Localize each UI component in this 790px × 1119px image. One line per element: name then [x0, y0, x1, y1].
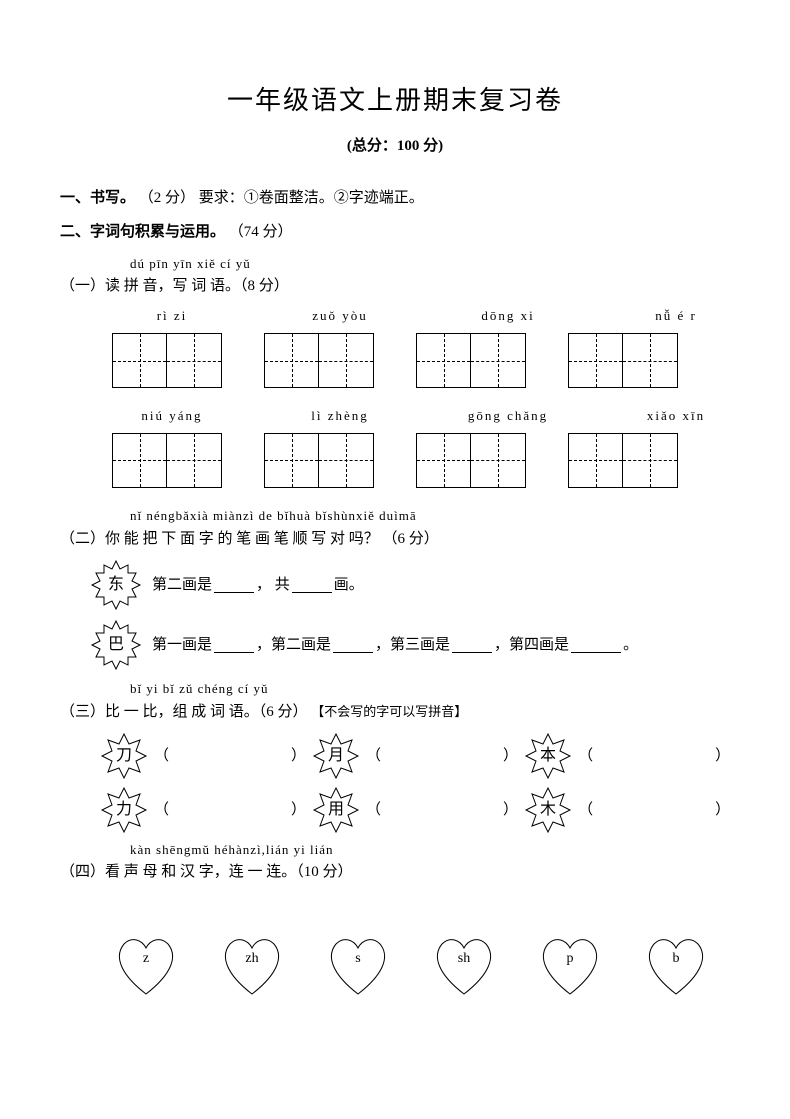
q3-text: （三）比 一 比，组 成 词 语。（6 分） 【不会写的字可以写拼音】 [60, 700, 730, 724]
q1-pinyin-row2: niú yáng lì zhèng gōng chǎng xiǎo xīn [112, 406, 730, 427]
page-title: 一年级语文上册期末复习卷 [60, 80, 730, 122]
tian-pair[interactable] [112, 333, 222, 388]
tian-pair[interactable] [416, 333, 526, 388]
star-badge: 本 [524, 732, 572, 780]
q1-r1-4: nǚ é r [616, 306, 736, 327]
heart-badge[interactable]: zh [216, 934, 288, 998]
blank-input[interactable] [214, 637, 254, 653]
s1-points: （2 分） [139, 190, 195, 206]
q1-r1-3: dōng xi [448, 306, 568, 327]
q3-r1-c3: 本 [540, 743, 556, 769]
paren-r: ） [503, 798, 518, 822]
paren-l: （ [578, 798, 593, 822]
q1-grid-row2 [112, 433, 730, 488]
star-badge: 月 [312, 732, 360, 780]
star-badge: 力 [100, 786, 148, 834]
q3-note: 【不会写的字可以写拼音】 [311, 704, 467, 719]
q3-pinyin: bǐ yi bǐ zǔ chéng cí yǔ [130, 679, 730, 700]
tian-pair[interactable] [416, 433, 526, 488]
star-badge: 用 [312, 786, 360, 834]
q3-r1-c2: 月 [328, 743, 344, 769]
q1-grid-row1 [112, 333, 730, 388]
q2-i2-t4: ，第四画是 [494, 633, 569, 657]
section-1-head: 一、书写。 （2 分） 要求：①卷面整洁。②字迹端正。 [60, 186, 730, 210]
q3-row1: 刀 （ ） 月 （ ） 本 （ ） [100, 732, 730, 780]
q2-pinyin: nǐ néngbǎxià miànzì de bǐhuà bǐshùnxiě d… [130, 506, 730, 527]
s1-req: 要求：①卷面整洁。②字迹端正。 [199, 190, 424, 206]
heart-3: s [355, 948, 360, 970]
sun-badge: 巴 [90, 619, 142, 671]
q2-char2: 巴 [108, 632, 124, 658]
q2-i2-t5: 。 [623, 633, 638, 657]
s2-points: （74 分） [229, 224, 293, 240]
sun-badge: 东 [90, 559, 142, 611]
star-badge: 刀 [100, 732, 148, 780]
heart-badge[interactable]: s [322, 934, 394, 998]
q2-i1-t1: 第二画是 [152, 573, 212, 597]
q2-i1-t2: ， 共 [256, 573, 290, 597]
q2-i2-t1: 第一画是 [152, 633, 212, 657]
star-badge: 木 [524, 786, 572, 834]
q2-i2-t2: ，第二画是 [256, 633, 331, 657]
paren-l: （ [154, 798, 169, 822]
q1-r1-2: zuǒ yòu [280, 306, 400, 327]
q1-text: （一）读 拼 音，写 词 语。（8 分） [60, 274, 730, 298]
q4-pinyin: kàn shēngmǔ héhànzì,lián yi lián [130, 840, 730, 861]
tian-pair[interactable] [112, 433, 222, 488]
q2-text: （二）你 能 把 下 面 字 的 笔 画 笔 顺 写 对 吗？ （6 分） [60, 527, 730, 551]
blank-input[interactable] [571, 637, 621, 653]
page-subtitle: (总分：100 分) [60, 134, 730, 158]
s2-label: 二、字词句积累与运用。 [60, 224, 225, 240]
heart-badge[interactable]: z [110, 934, 182, 998]
q1-pinyin: dú pīn yīn xiě cí yǔ [130, 254, 730, 275]
paren-r: ） [715, 798, 730, 822]
paren-r: ） [715, 744, 730, 768]
paren-r: ） [291, 798, 306, 822]
tian-pair[interactable] [264, 433, 374, 488]
paren-l: （ [578, 744, 593, 768]
q3-text-main: （三）比 一 比，组 成 词 语。（6 分） [60, 704, 308, 720]
q1-r2-4: xiǎo xīn [616, 406, 736, 427]
heart-badge[interactable]: sh [428, 934, 500, 998]
heart-1: z [143, 948, 149, 970]
q1-r2-2: lì zhèng [280, 406, 400, 427]
q3-row2: 力 （ ） 用 （ ） 木 （ ） [100, 786, 730, 834]
q2-char1: 东 [108, 572, 124, 598]
q1-r2-3: gōng chǎng [448, 406, 568, 427]
paren-l: （ [366, 744, 381, 768]
tian-pair[interactable] [264, 333, 374, 388]
heart-5: p [567, 948, 574, 970]
paren-l: （ [366, 798, 381, 822]
q3-r2-c2: 用 [328, 797, 344, 823]
tian-pair[interactable] [568, 433, 678, 488]
q4-text: （四）看 声 母 和 汉 字，连 一 连。（10 分） [60, 860, 730, 884]
heart-badge[interactable]: b [640, 934, 712, 998]
heart-2: zh [245, 948, 258, 970]
paren-r: ） [291, 744, 306, 768]
q1-pinyin-row1: rì zi zuǒ yòu dōng xi nǚ é r [112, 306, 730, 327]
q2-item1: 东 第二画是 ， 共 画。 [90, 559, 730, 611]
q1-r2-1: niú yáng [112, 406, 232, 427]
q2-i1-t3: 画。 [334, 573, 364, 597]
blank-input[interactable] [333, 637, 373, 653]
heart-4: sh [458, 948, 470, 970]
q3-r2-c3: 木 [540, 797, 556, 823]
q2-i2-t3: ，第三画是 [375, 633, 450, 657]
tian-pair[interactable] [568, 333, 678, 388]
q1-r1-1: rì zi [112, 306, 232, 327]
blank-input[interactable] [214, 577, 254, 593]
q2-item2: 巴 第一画是 ，第二画是 ，第三画是 ，第四画是 。 [90, 619, 730, 671]
blank-input[interactable] [452, 637, 492, 653]
paren-l: （ [154, 744, 169, 768]
section-2-head: 二、字词句积累与运用。 （74 分） [60, 220, 730, 244]
paren-r: ） [503, 744, 518, 768]
s1-label: 一、书写。 [60, 190, 135, 206]
q3-r2-c1: 力 [116, 797, 132, 823]
q3-r1-c1: 刀 [116, 743, 132, 769]
heart-6: b [673, 948, 680, 970]
blank-input[interactable] [292, 577, 332, 593]
heart-row: z zh s sh p b [110, 934, 730, 998]
heart-badge[interactable]: p [534, 934, 606, 998]
